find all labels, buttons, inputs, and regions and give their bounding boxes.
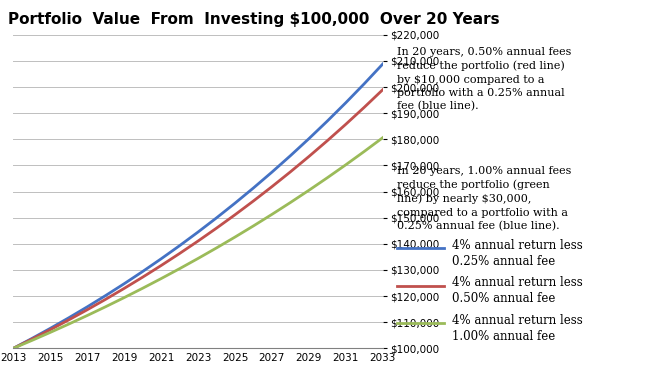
Point <box>440 321 448 325</box>
Text: Portfolio  Value  From  Investing $100,000  Over 20 Years: Portfolio Value From Investing $100,000 … <box>8 12 500 27</box>
Point <box>393 321 401 325</box>
Text: 4% annual return less
0.50% annual fee: 4% annual return less 0.50% annual fee <box>452 276 583 305</box>
Point <box>440 283 448 288</box>
Text: 4% annual return less
1.00% annual fee: 4% annual return less 1.00% annual fee <box>452 314 583 343</box>
Text: In 20 years, 0.50% annual fees
reduce the portfolio (red line)
by $10,000 compar: In 20 years, 0.50% annual fees reduce th… <box>397 47 571 111</box>
Text: In 20 years, 1.00% annual fees
reduce the portfolio (green
line) by nearly $30,0: In 20 years, 1.00% annual fees reduce th… <box>397 166 571 231</box>
Text: 4% annual return less
0.25% annual fee: 4% annual return less 0.25% annual fee <box>452 238 583 267</box>
Point <box>393 283 401 288</box>
Point <box>393 246 401 250</box>
Point <box>440 246 448 250</box>
